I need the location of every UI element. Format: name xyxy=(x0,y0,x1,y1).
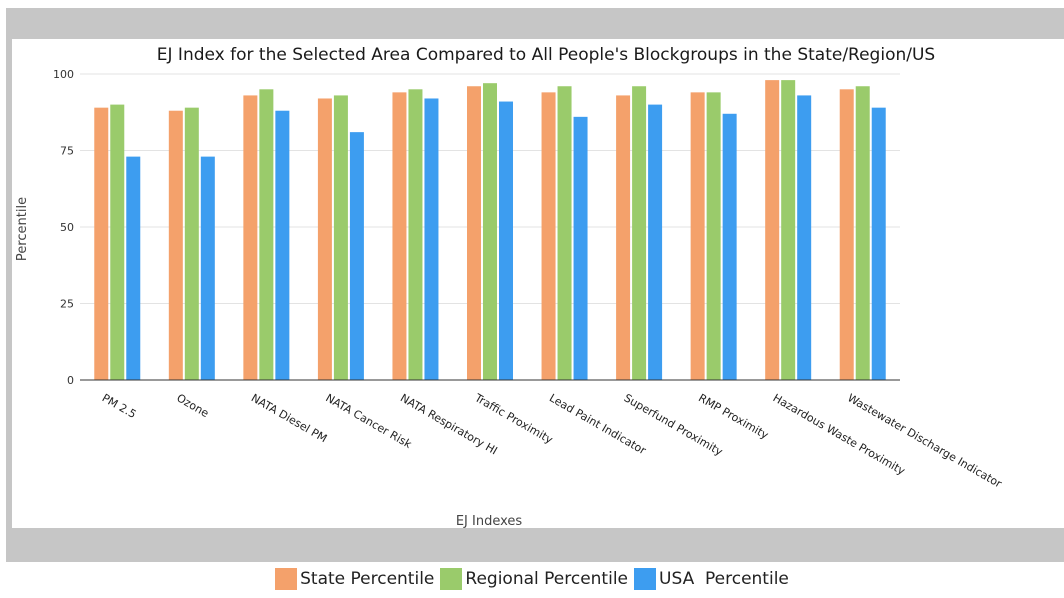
bar-usa[interactable] xyxy=(424,98,439,381)
y-tick-label: 75 xyxy=(60,145,74,158)
y-tick-label: 50 xyxy=(60,221,74,234)
bar-usa[interactable] xyxy=(797,95,812,381)
bar-state[interactable] xyxy=(690,92,705,381)
y-tick-label: 25 xyxy=(60,298,74,311)
bar-state[interactable] xyxy=(243,95,258,381)
bar-regional[interactable] xyxy=(408,89,423,381)
bar-usa[interactable] xyxy=(126,156,141,380)
bar-state[interactable] xyxy=(765,80,780,380)
x-tick-label: Ozone xyxy=(174,391,211,420)
x-tick-label: Hazardous Waste Proximity xyxy=(771,391,908,478)
bar-usa[interactable] xyxy=(722,113,737,380)
bar-regional[interactable] xyxy=(184,107,199,380)
legend-item[interactable]: Regional Percentile xyxy=(440,568,628,590)
bar-chart: EJ Index for the Selected Area Compared … xyxy=(15,45,1005,528)
legend-label: State Percentile xyxy=(300,569,435,589)
bars xyxy=(94,80,886,381)
bar-state[interactable] xyxy=(392,92,407,381)
bar-regional[interactable] xyxy=(483,83,497,381)
bar-state[interactable] xyxy=(541,92,556,381)
bar-regional[interactable] xyxy=(259,89,274,381)
chart-panel: EJ Index for the Selected Area Compared … xyxy=(12,39,1064,528)
legend-swatch xyxy=(634,568,657,590)
bar-usa[interactable] xyxy=(275,110,290,380)
bar-regional[interactable] xyxy=(706,92,721,381)
bar-state[interactable] xyxy=(616,95,631,381)
bar-usa[interactable] xyxy=(648,104,663,380)
y-tick-labels: 0 25 50 75 100 xyxy=(53,68,74,387)
y-axis-title: Percentile xyxy=(15,197,30,261)
bar-regional[interactable] xyxy=(855,86,870,381)
y-tick-label: 0 xyxy=(67,374,74,387)
bar-state[interactable] xyxy=(317,98,332,381)
y-tick-label: 100 xyxy=(53,68,74,81)
bar-regional[interactable] xyxy=(781,80,796,380)
legend-label: Regional Percentile xyxy=(465,569,629,589)
bar-usa[interactable] xyxy=(573,116,588,380)
legend-label: USA Percentile xyxy=(659,569,789,589)
bar-regional[interactable] xyxy=(632,86,647,381)
legend-swatch xyxy=(275,568,298,590)
bar-state[interactable] xyxy=(839,89,854,381)
bar-state[interactable] xyxy=(168,110,183,380)
bar-regional[interactable] xyxy=(110,104,125,380)
chart-title: EJ Index for the Selected Area Compared … xyxy=(157,45,935,65)
bar-usa[interactable] xyxy=(871,107,886,380)
legend-item[interactable]: State Percentile xyxy=(275,568,434,590)
bar-usa[interactable] xyxy=(499,101,513,380)
x-axis-title: EJ Indexes xyxy=(456,514,523,528)
bar-usa[interactable] xyxy=(349,132,364,380)
legend: State Percentile Regional Percentile USA P… xyxy=(0,568,1064,590)
x-tick-label: RMP Proximity xyxy=(696,391,771,442)
bar-state[interactable] xyxy=(94,107,109,380)
bar-state[interactable] xyxy=(467,86,481,381)
bar-regional[interactable] xyxy=(333,95,348,381)
bar-usa[interactable] xyxy=(200,156,215,380)
x-tick-label: Wastewater Discharge Indicator xyxy=(845,391,1004,490)
bar-regional[interactable] xyxy=(557,86,572,381)
legend-item[interactable]: USA Percentile xyxy=(634,568,789,590)
legend-swatch xyxy=(440,568,463,590)
x-tick-label: NATA Diesel PM xyxy=(249,391,329,445)
x-tick-label: PM 2.5 xyxy=(100,391,139,421)
